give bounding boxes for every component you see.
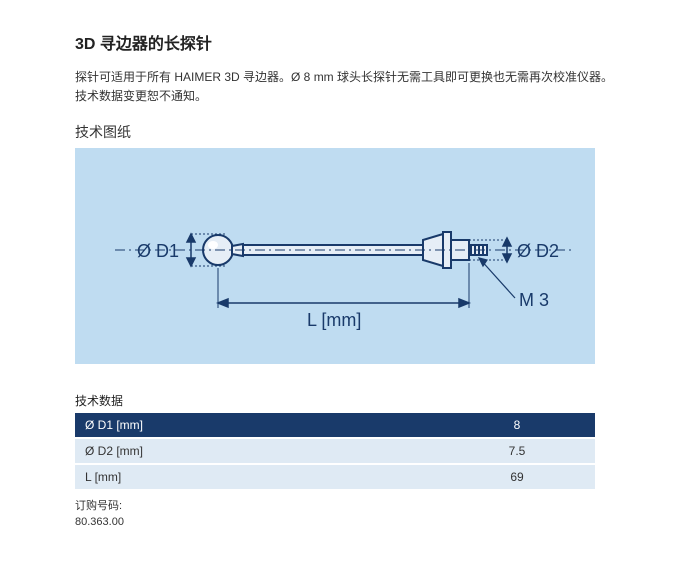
order-label: 订购号码: [75, 500, 122, 512]
cell-label: L [mm] [75, 465, 439, 489]
label-d2: Ø D2 [517, 241, 559, 262]
cell-value: 7.5 [439, 439, 595, 463]
order-info: 订购号码: 80.363.00 [75, 499, 617, 530]
table-row: L [mm] 69 [75, 465, 595, 489]
label-m3: M 3 [519, 290, 549, 311]
cell-label: Ø D2 [mm] [75, 439, 439, 463]
label-l: L [mm] [307, 310, 361, 331]
technical-drawing: Ø D1 Ø D2 M 3 L [mm] [75, 148, 595, 364]
cell-value: 8 [439, 413, 595, 437]
table-row: Ø D2 [mm] 7.5 [75, 439, 595, 463]
desc-line-1: 探针可适用于所有 HAIMER 3D 寻边器。Ø 8 mm 球头长探针无需工具即… [75, 70, 613, 84]
cell-value: 69 [439, 465, 595, 489]
order-number: 80.363.00 [75, 516, 124, 528]
page-title: 3D 寻边器的长探针 [75, 30, 617, 54]
desc-line-2: 技术数据变更恕不通知。 [75, 89, 207, 103]
tech-data-table: Ø D1 [mm] 8 Ø D2 [mm] 7.5 L [mm] 69 [75, 411, 595, 491]
cell-label: Ø D1 [mm] [75, 413, 439, 437]
tech-data-heading: 技术数据 [75, 392, 617, 409]
description: 探针可适用于所有 HAIMER 3D 寻边器。Ø 8 mm 球头长探针无需工具即… [75, 68, 617, 106]
drawing-heading: 技术图纸 [75, 122, 617, 142]
table-row: Ø D1 [mm] 8 [75, 413, 595, 437]
label-d1: Ø D1 [137, 241, 179, 262]
